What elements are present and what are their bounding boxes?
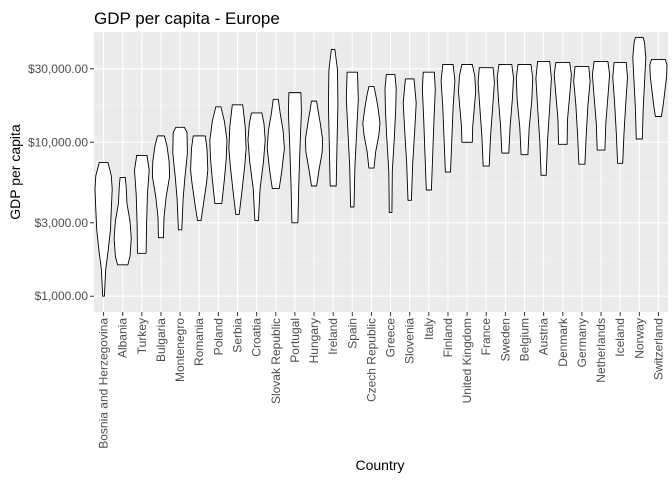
x-tick-label: Romania <box>192 318 206 366</box>
x-tick-label: Iceland <box>613 318 627 357</box>
violin-serbia <box>228 104 247 215</box>
x-tick-label: Germany <box>575 318 589 367</box>
violin-sweden <box>496 64 514 154</box>
x-tick-label: Bosnia and Herzegovina <box>97 318 111 449</box>
x-tick-label: Italy <box>422 318 436 340</box>
violin-austria <box>535 60 552 176</box>
x-tick-label: Austria <box>537 318 551 356</box>
violins <box>94 36 668 297</box>
violin-hungary <box>304 100 324 187</box>
x-tick-label: Denmark <box>556 317 570 367</box>
x-tick-label: Hungary <box>307 318 321 363</box>
violin-poland <box>209 106 228 204</box>
violin-belgium <box>515 64 534 156</box>
violin-croatia <box>247 112 266 222</box>
violin-spain <box>345 71 359 208</box>
violin-united-kingdom <box>458 64 477 143</box>
violin-greece <box>384 74 397 213</box>
y-tick-label: $3,000.00 <box>35 216 89 230</box>
x-tick-label: Portugal <box>288 318 302 363</box>
x-tick-label: Slovenia <box>403 318 417 364</box>
violin-norway <box>632 36 647 140</box>
x-axis: Bosnia and Herzegovina Albania Turkey Bulga… <box>97 312 665 449</box>
chart-title: GDP per capita - Europe <box>94 9 280 28</box>
x-tick-label: Greece <box>384 318 398 358</box>
y-tick-label: $30,000.00 <box>28 62 88 76</box>
violin-italy <box>421 71 436 191</box>
violin-france <box>477 67 495 167</box>
violin-germany <box>573 66 591 165</box>
violin-romania <box>190 135 209 222</box>
x-tick-label: Finland <box>441 318 455 357</box>
violin-ireland <box>327 49 339 187</box>
x-tick-label: Montenegro <box>173 318 187 382</box>
violin-turkey <box>134 155 150 254</box>
violin-montenegro <box>172 126 188 231</box>
x-tick-label: Ireland <box>326 318 340 355</box>
x-tick-label: United Kingdom <box>460 318 474 403</box>
violin-bosnia-and-herzegovina <box>94 161 113 297</box>
x-tick-label: Serbia <box>231 318 245 353</box>
violin-iceland <box>612 61 628 164</box>
x-tick-label: Switzerland <box>651 318 665 380</box>
x-tick-label: Turkey <box>135 318 149 354</box>
x-tick-label: Norway <box>632 318 646 359</box>
y-tick-label: $1,000.00 <box>35 289 89 303</box>
violin-denmark <box>553 61 572 145</box>
y-axis-title: GDP per capita <box>7 124 23 220</box>
x-tick-label: France <box>479 318 493 356</box>
x-tick-label: Sweden <box>498 318 512 361</box>
plot-panel <box>94 32 668 312</box>
violin-czech-republic <box>362 86 381 169</box>
x-tick-label: Belgium <box>518 318 532 361</box>
x-tick-label: Netherlands <box>594 318 608 383</box>
x-tick-label: Slovak Republic <box>269 318 283 404</box>
violin-portugal <box>287 92 302 224</box>
x-tick-label: Albania <box>116 318 130 358</box>
x-tick-label: Croatia <box>250 318 264 357</box>
violin-albania <box>113 177 132 266</box>
x-tick-label: Spain <box>345 318 359 349</box>
violin-switzerland <box>649 58 668 117</box>
y-tick-label: $10,000.00 <box>28 135 88 149</box>
y-axis: $1,000.00 $3,000.00 $10,000.00 $30,000.00 <box>28 62 94 303</box>
x-tick-label: Bulgaria <box>154 318 168 362</box>
x-tick-label: Czech Republic <box>364 318 378 402</box>
violin-slovak-republic <box>266 98 285 190</box>
x-tick-label: Poland <box>211 318 225 355</box>
violin-bulgaria <box>151 135 171 239</box>
violin-slovenia <box>402 78 417 201</box>
violin-netherlands <box>591 60 611 151</box>
violin-finland <box>440 64 456 173</box>
x-axis-title: Country <box>355 457 404 473</box>
